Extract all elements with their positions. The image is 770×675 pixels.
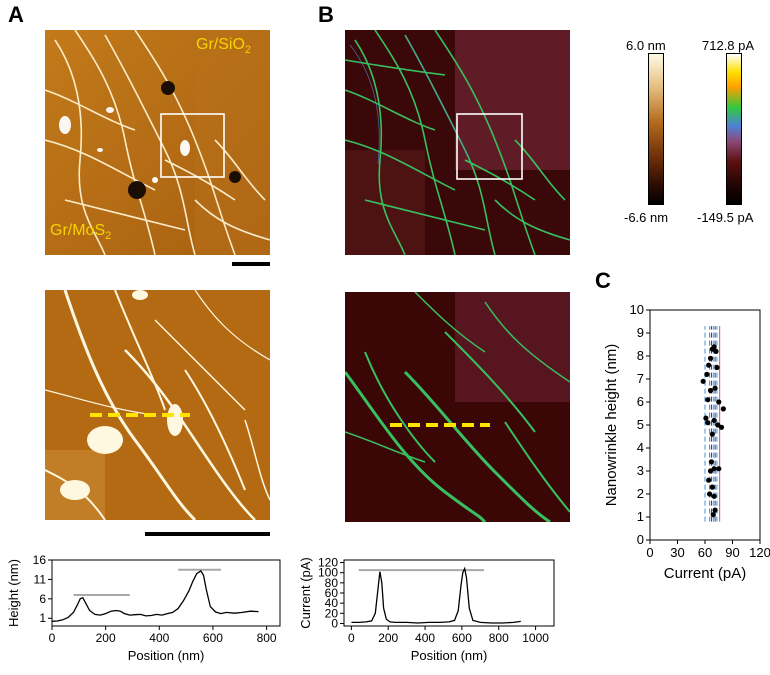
cafm-current-image-large [345, 30, 570, 255]
x-tick-label: 400 [149, 631, 169, 645]
y-tick-label: 7 [637, 371, 644, 386]
data-point [708, 459, 715, 465]
plot-frame [51, 559, 281, 627]
y-tick-label: 1 [637, 509, 644, 524]
y-tick-label: 10 [630, 302, 644, 317]
y-tick-label: 8 [637, 348, 644, 363]
scale-bar-zoom [145, 532, 270, 536]
data-point [711, 417, 717, 423]
data-point [712, 507, 718, 513]
y-tick-label: 9 [637, 325, 644, 340]
panel-letter-c: C [595, 268, 611, 293]
x-tick-label: 200 [96, 631, 116, 645]
x-tick-label: 0 [348, 631, 355, 645]
current-colorbar [726, 53, 742, 205]
profile-line [51, 569, 259, 622]
y-tick-label: 5 [637, 417, 644, 432]
x-tick-label: 0 [646, 545, 653, 560]
profile-line [351, 566, 521, 624]
data-point [716, 466, 722, 472]
x-axis-label: Position (nm) [411, 648, 488, 663]
panel-letter-a: A [8, 2, 24, 27]
data-point [711, 466, 717, 472]
data-point [707, 355, 714, 361]
x-axis-label: Position (nm) [128, 648, 205, 663]
data-point [711, 344, 717, 350]
data-point [709, 431, 715, 437]
y-tick-label: 4 [637, 440, 644, 455]
height-colorbar-max: 6.0 nm [626, 38, 666, 53]
data-point [718, 424, 725, 430]
y-axis-label: Height (nm) [6, 559, 21, 627]
y-tick-label: 120 [318, 556, 338, 570]
data-point [720, 406, 726, 412]
y-tick-label: 11 [34, 572, 47, 586]
y-tick-label: 0 [331, 616, 338, 630]
current-colorbar-min: -149.5 pA [697, 210, 754, 225]
y-tick-label: 1 [39, 611, 46, 625]
data-point [705, 420, 711, 426]
data-point [700, 378, 706, 384]
cafm-current-image-zoom [345, 292, 570, 522]
x-axis-label: Current (pA) [664, 565, 747, 582]
y-tick-label: 0 [637, 532, 644, 547]
data-point [704, 371, 710, 377]
data-point [712, 385, 718, 391]
scale-bar-large [232, 262, 270, 266]
data-point [716, 399, 722, 405]
data-point [713, 348, 719, 354]
height-colorbar-min: -6.6 nm [624, 210, 669, 225]
y-tick-label: 20 [325, 606, 339, 620]
x-tick-label: 90 [725, 545, 739, 560]
label-gr-sio2: Gr/SiO2 [196, 36, 252, 57]
data-point [703, 415, 709, 421]
current-colorbar-max: 712.8 pA [702, 38, 755, 53]
data-point [705, 397, 711, 403]
current-profile-chart: 0 200 400 600 800 1000020406080100120Position… [298, 556, 555, 663]
data-point [707, 387, 714, 394]
x-tick-label: 200 [378, 631, 398, 645]
x-tick-label: 600 [203, 631, 223, 645]
y-tick-label: 16 [33, 553, 47, 567]
nanowrinkle-scatter-chart: 0 30 60 90 120 0 1 2 3 4 5 6 7 8 9 10 Current (pA) Nanowr… [603, 302, 770, 582]
y-axis-label: Nanowrinkle height (nm) [603, 344, 620, 507]
x-tick-label: 60 [698, 545, 712, 560]
data-point [709, 484, 715, 490]
y-tick-label: 40 [325, 596, 339, 610]
data-point [706, 477, 712, 483]
y-tick-label: 6 [39, 592, 46, 606]
data-point [711, 493, 717, 499]
afm-height-image-large [45, 30, 270, 255]
x-tick-label: 120 [749, 545, 770, 560]
y-tick-label: 6 [637, 394, 644, 409]
x-tick-label: 600 [452, 631, 472, 645]
data-point [714, 364, 720, 371]
x-tick-label: 400 [415, 631, 435, 645]
x-tick-label: 800 [489, 631, 509, 645]
x-tick-label: 1000 [522, 631, 549, 645]
data-point [706, 491, 713, 497]
afm-height-image-zoom [45, 290, 270, 520]
data-point [706, 362, 712, 368]
label-gr-mos2: Gr/MoS2 [50, 222, 112, 243]
x-tick-label: 0 [49, 631, 56, 645]
y-tick-label: 100 [318, 566, 338, 580]
y-tick-label: 3 [637, 463, 644, 478]
x-tick-label: 800 [257, 631, 277, 645]
y-tick-label: 2 [637, 486, 644, 501]
x-tick-label: 30 [670, 545, 684, 560]
y-tick-label: 60 [325, 586, 339, 600]
y-axis-label: Current (pA) [298, 557, 313, 629]
y-tick-label: 80 [325, 576, 339, 590]
height-colorbar [648, 53, 664, 205]
panel-letter-b: B [318, 2, 334, 27]
data-point [710, 512, 716, 518]
